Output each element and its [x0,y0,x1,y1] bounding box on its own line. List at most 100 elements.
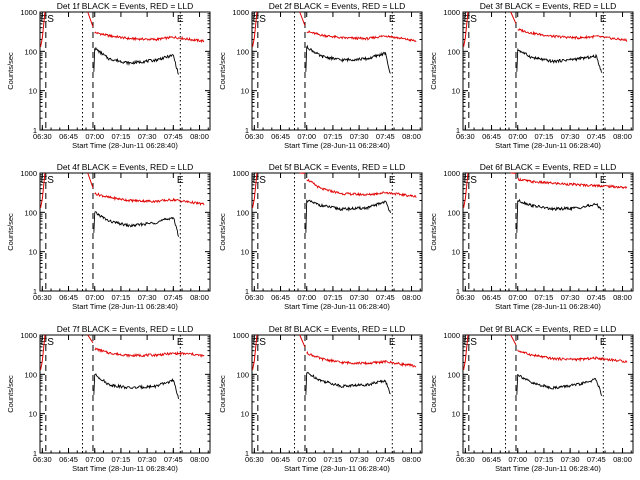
y-axis-label: Counts/sec [218,52,227,90]
series-events-line [517,48,602,73]
panel-det-5: Det 5f BLACK = Events, RED = LLD 1 10 100 10… [218,162,423,311]
lld-early-spike [40,334,46,370]
x-axis-label: Start Time (28-Jun-11 06:28:40) [72,302,178,311]
events-rise [93,212,96,233]
annotation-es: ES [253,337,267,348]
x-tick-label: 07:45 [164,455,183,464]
panel-det-7: Det 7f BLACK = Events, RED = LLD 1 10 100 10… [6,324,211,473]
y-tick-label: 1000 [443,331,460,340]
y-tick-label: 1 [33,449,37,458]
x-tick-label: 06:30 [456,455,475,464]
lld-decay [87,334,94,344]
panel-title: Det 6f BLACK = Events, RED = LLD [480,162,617,172]
x-tick-label: 07:00 [508,132,527,141]
y-tick-label: 1000 [232,169,249,178]
panel-title: Det 2f BLACK = Events, RED = LLD [269,1,406,11]
x-tick-label: 07:45 [164,132,183,141]
annotation-e: E [389,175,396,186]
annotation-e: E [389,337,396,348]
x-tick-label: 07:30 [350,455,369,464]
x-tick-label: 08:00 [402,455,421,464]
y-tick-label: 1 [456,449,460,458]
x-tick-label: 07:00 [297,455,316,464]
y-axis-label: Counts/sec [6,52,15,90]
series-events-line [306,371,391,395]
x-tick-label: 07:15 [112,293,131,302]
x-tick-label: 06:30 [33,455,52,464]
panel-det-3: Det 3f BLACK = Events, RED = LLD 1 10 100 10… [429,1,634,150]
y-tick-label: 1000 [232,331,249,340]
y-tick-label: 10 [29,248,37,257]
plot-frame [39,334,211,454]
series-events-line [517,373,602,396]
x-tick-label: 07:30 [138,455,157,464]
x-tick-label: 07:45 [587,132,606,141]
x-tick-label: 07:30 [561,455,580,464]
lld-decay [299,11,306,26]
y-tick-label: 1 [245,449,249,458]
x-tick-label: 07:30 [350,132,369,141]
y-axis-label: Counts/sec [218,213,227,251]
x-axis-label: Start Time (28-Jun-11 06:28:40) [284,302,390,311]
panel-title: Det 7f BLACK = Events, RED = LLD [57,324,194,334]
y-tick-label: 100 [236,47,249,56]
x-tick-label: 06:45 [59,293,78,302]
lld-decay [510,334,517,346]
events-rise [305,372,308,395]
x-tick-label: 06:45 [271,293,290,302]
series-lld-line [306,178,417,198]
y-tick-label: 100 [447,47,460,56]
series-events-line [517,198,602,212]
x-tick-label: 07:45 [376,293,395,302]
x-tick-label: 06:45 [59,132,78,141]
y-axis-label: Counts/sec [429,375,438,413]
x-tick-label: 07:15 [535,132,554,141]
annotation-es: ES [464,337,478,348]
lld-early-spike [40,11,46,47]
panel-det-9: Det 9f BLACK = Events, RED = LLD 1 10 100 10… [429,324,634,473]
lld-early-spike [40,172,46,208]
panel-det-1: Det 1f BLACK = Events, RED = LLD 1 10 100 10… [6,1,211,150]
y-axis-label: Counts/sec [6,213,15,251]
events-rise [305,46,308,72]
y-tick-label: 1000 [20,331,37,340]
annotation-e: E [177,14,184,25]
panel-title: Det 8f BLACK = Events, RED = LLD [269,324,406,334]
y-tick-label: 1 [33,126,37,135]
lld-decay [510,11,517,24]
x-tick-label: 06:30 [245,455,264,464]
y-tick-label: 10 [452,87,460,96]
y-tick-label: 100 [24,47,37,56]
x-tick-label: 07:15 [535,293,554,302]
plot-frame [39,172,211,292]
plot-frame [251,11,423,131]
y-tick-label: 10 [452,410,460,419]
panel-title: Det 1f BLACK = Events, RED = LLD [57,1,194,11]
lld-early-spike [463,334,469,370]
panel-det-8: Det 8f BLACK = Events, RED = LLD 1 10 100 10… [218,324,423,473]
x-axis-label: Start Time (28-Jun-11 06:28:40) [284,141,390,150]
panel-det-4: Det 4f BLACK = Events, RED = LLD 1 10 100 10… [6,162,211,311]
plot-frame [251,172,423,292]
x-tick-label: 06:45 [482,132,501,141]
lld-early-spike [463,11,469,47]
y-axis-label: Counts/sec [429,52,438,90]
series-events-line [94,46,179,75]
lld-early-spike [463,172,469,208]
x-tick-label: 06:30 [456,132,475,141]
x-tick-label: 07:45 [164,293,183,302]
y-tick-label: 100 [236,370,249,379]
y-tick-label: 1000 [443,8,460,17]
plot-frame [251,334,423,454]
x-axis-label: Start Time (28-Jun-11 06:28:40) [72,141,178,150]
x-tick-label: 07:15 [324,455,343,464]
series-lld-line [517,177,628,190]
y-tick-label: 10 [241,87,249,96]
y-axis-label: Counts/sec [218,375,227,413]
y-axis-label: Counts/sec [6,375,15,413]
x-tick-label: 08:00 [613,132,632,141]
x-tick-label: 06:30 [33,293,52,302]
x-tick-label: 06:45 [271,455,290,464]
x-tick-label: 07:00 [85,293,104,302]
